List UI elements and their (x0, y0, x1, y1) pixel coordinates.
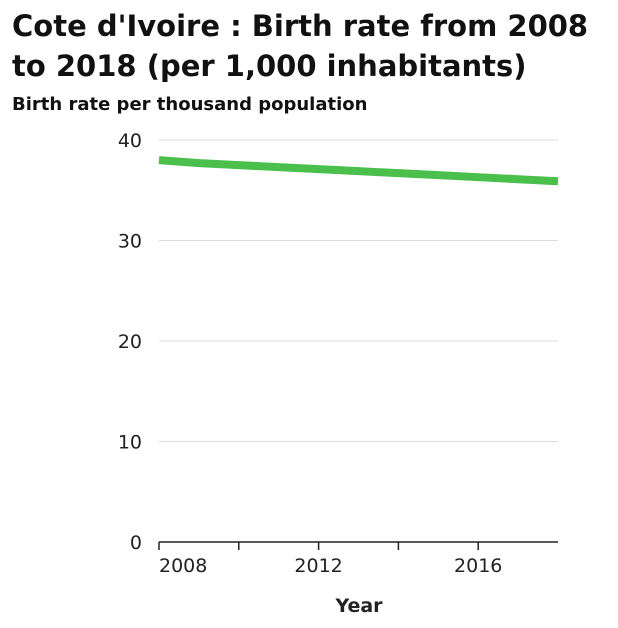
series-group (158, 156, 559, 186)
y-axis-ticks: 0 10 20 30 40 (118, 130, 142, 554)
x-tick-label: 2008 (159, 555, 207, 577)
y-tick-label: 0 (130, 532, 142, 554)
y-tick-label: 30 (118, 231, 142, 253)
x-tick-label: 2016 (454, 555, 502, 577)
y-tick-label: 20 (118, 331, 142, 353)
x-axis-label: Year (334, 595, 383, 617)
series-line (158, 156, 559, 186)
x-tick-label: 2012 (294, 555, 342, 577)
y-axis-label: Birth rate per thousand population (12, 94, 368, 115)
x-axis: 2008 2012 2016 (158, 541, 558, 577)
y-tick-label: 10 (118, 432, 142, 454)
gridlines (159, 139, 558, 442)
chart-title: Cote d'Ivoire : Birth rate from 2008 to … (12, 9, 589, 83)
y-tick-label: 40 (118, 130, 142, 152)
